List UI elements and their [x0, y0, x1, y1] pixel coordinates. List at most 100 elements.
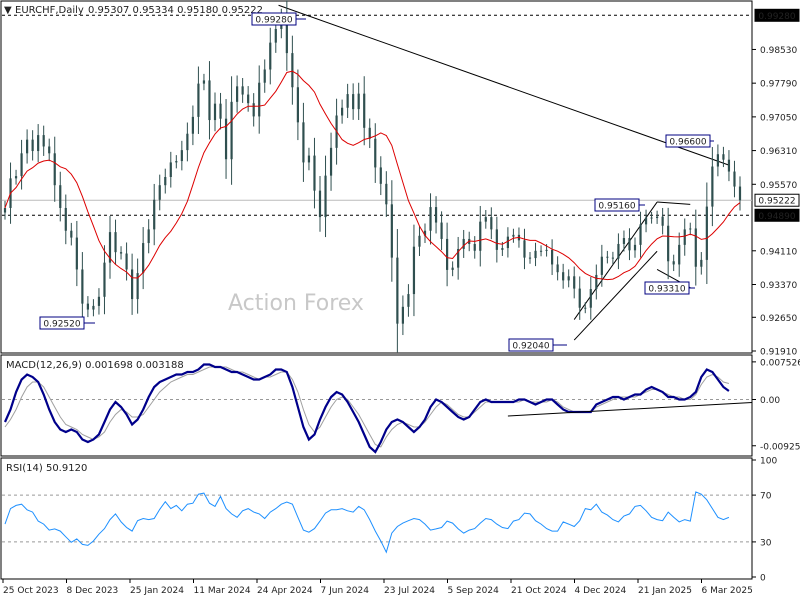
rsi-guides	[2, 494, 752, 543]
candle-body	[711, 166, 714, 207]
candle-body	[164, 177, 167, 186]
candle-body	[64, 207, 67, 231]
candle-body	[390, 204, 393, 258]
candle-body	[202, 80, 206, 84]
macd-tick-label: 0.007526	[760, 358, 800, 368]
candle-body	[595, 274, 598, 290]
candle-body	[131, 269, 134, 300]
candle-body	[440, 222, 443, 239]
candle-body	[434, 207, 438, 223]
candle-body	[119, 252, 123, 254]
candle-body	[506, 236, 509, 249]
price-label-0.96600: 0.96600	[669, 138, 706, 148]
time-tick-label: 24 Apr 2024	[257, 586, 313, 596]
candle-body	[562, 272, 565, 281]
price-tick-label: 0.91910	[760, 348, 797, 358]
candle-body	[191, 116, 194, 134]
candle-body	[573, 276, 576, 289]
candle-body	[644, 217, 648, 225]
candle-body	[689, 228, 692, 230]
candle-body	[396, 257, 399, 324]
candle-body	[600, 256, 603, 275]
candle-body	[650, 217, 653, 219]
candle-body	[418, 235, 421, 247]
price-label-0.93310: 0.93310	[648, 285, 685, 295]
candle-body	[578, 288, 581, 308]
time-tick-label: 7 Jun 2024	[321, 586, 370, 596]
price-tick-label: 0.93370	[760, 281, 797, 291]
candle-body	[329, 147, 333, 176]
candle-body	[175, 161, 178, 163]
candle-body	[263, 69, 266, 83]
candle-body	[738, 186, 742, 201]
candle-body	[296, 87, 299, 123]
candle-body	[667, 225, 670, 262]
candle-body	[683, 229, 686, 245]
time-tick-label: 23 Jul 2024	[384, 586, 435, 596]
candle-body	[48, 146, 51, 154]
candle-body	[31, 139, 34, 152]
header-dropdown-icon[interactable]: ▼	[4, 5, 12, 16]
candle-body	[125, 253, 128, 270]
price-tick-label: 0.97050	[760, 113, 797, 123]
candle-body	[236, 86, 239, 102]
rsi-panel	[0, 457, 753, 580]
time-tick-label: 25 Jan 2024	[130, 586, 184, 596]
time-tick-label: 21 Oct 2024	[511, 586, 567, 596]
watermark: Action Forex	[228, 291, 364, 316]
candle-body	[379, 167, 382, 184]
candle-body	[53, 153, 56, 186]
candle-body	[258, 82, 261, 117]
candle-body	[313, 155, 316, 191]
candle-body	[567, 276, 570, 281]
price-tick-label: 0.97790	[760, 80, 797, 90]
candle-body	[678, 244, 681, 265]
candle-body	[230, 101, 233, 160]
rsi-axis: 100 70 30 0	[752, 457, 777, 584]
price-tag-label: 0.94890	[758, 212, 795, 222]
macd-trendline	[507, 402, 753, 417]
candle-body	[363, 93, 366, 128]
time-axis: 25 Oct 2023 8 Dec 2023 25 Jan 2024 11 Mar 2…	[2, 579, 753, 596]
candle-body	[219, 103, 222, 119]
candle-body	[462, 238, 465, 249]
price-label-0.95160: 0.95160	[598, 202, 635, 212]
symbol-label: EURCHF,Daily	[15, 5, 84, 16]
candle-body	[307, 155, 311, 163]
candle-body	[108, 232, 112, 263]
macd-panel	[0, 354, 753, 457]
candle-body	[495, 229, 498, 250]
time-tick-label: 5 Sep 2024	[448, 586, 500, 596]
candle-body	[401, 306, 404, 324]
candle-body	[407, 294, 410, 307]
candle-body	[75, 237, 78, 270]
candle-body	[661, 216, 664, 226]
candle-body	[534, 250, 537, 259]
price-tick-label: 0.94110	[760, 247, 797, 257]
candle-body	[291, 53, 294, 88]
candle-body	[539, 250, 543, 252]
candle-body	[114, 232, 117, 253]
candle-body	[545, 249, 548, 251]
candle-body	[501, 248, 504, 250]
candle-body	[252, 103, 255, 117]
candle-body	[302, 122, 305, 163]
price-annotations: 0.99280 0.96600 0.95160 0.93310 0.92520 0.920…	[39, 12, 714, 352]
candle-body	[611, 257, 614, 259]
candle-body	[241, 86, 244, 95]
rising-channel-lower	[573, 250, 658, 341]
candle-body	[285, 18, 288, 54]
candle-body	[628, 238, 631, 251]
candle-body	[180, 150, 183, 162]
candle-body	[14, 176, 18, 179]
rsi-tick-label: 30	[760, 538, 772, 548]
candle-body	[186, 133, 189, 151]
candle-body	[622, 238, 626, 244]
candle-body	[247, 94, 250, 104]
candle-body	[639, 224, 642, 245]
candle-body	[429, 207, 432, 231]
candle-body	[672, 261, 675, 265]
candle-body	[368, 127, 371, 139]
candle-body	[213, 103, 217, 121]
rsi-tick-label: 100	[760, 457, 777, 467]
